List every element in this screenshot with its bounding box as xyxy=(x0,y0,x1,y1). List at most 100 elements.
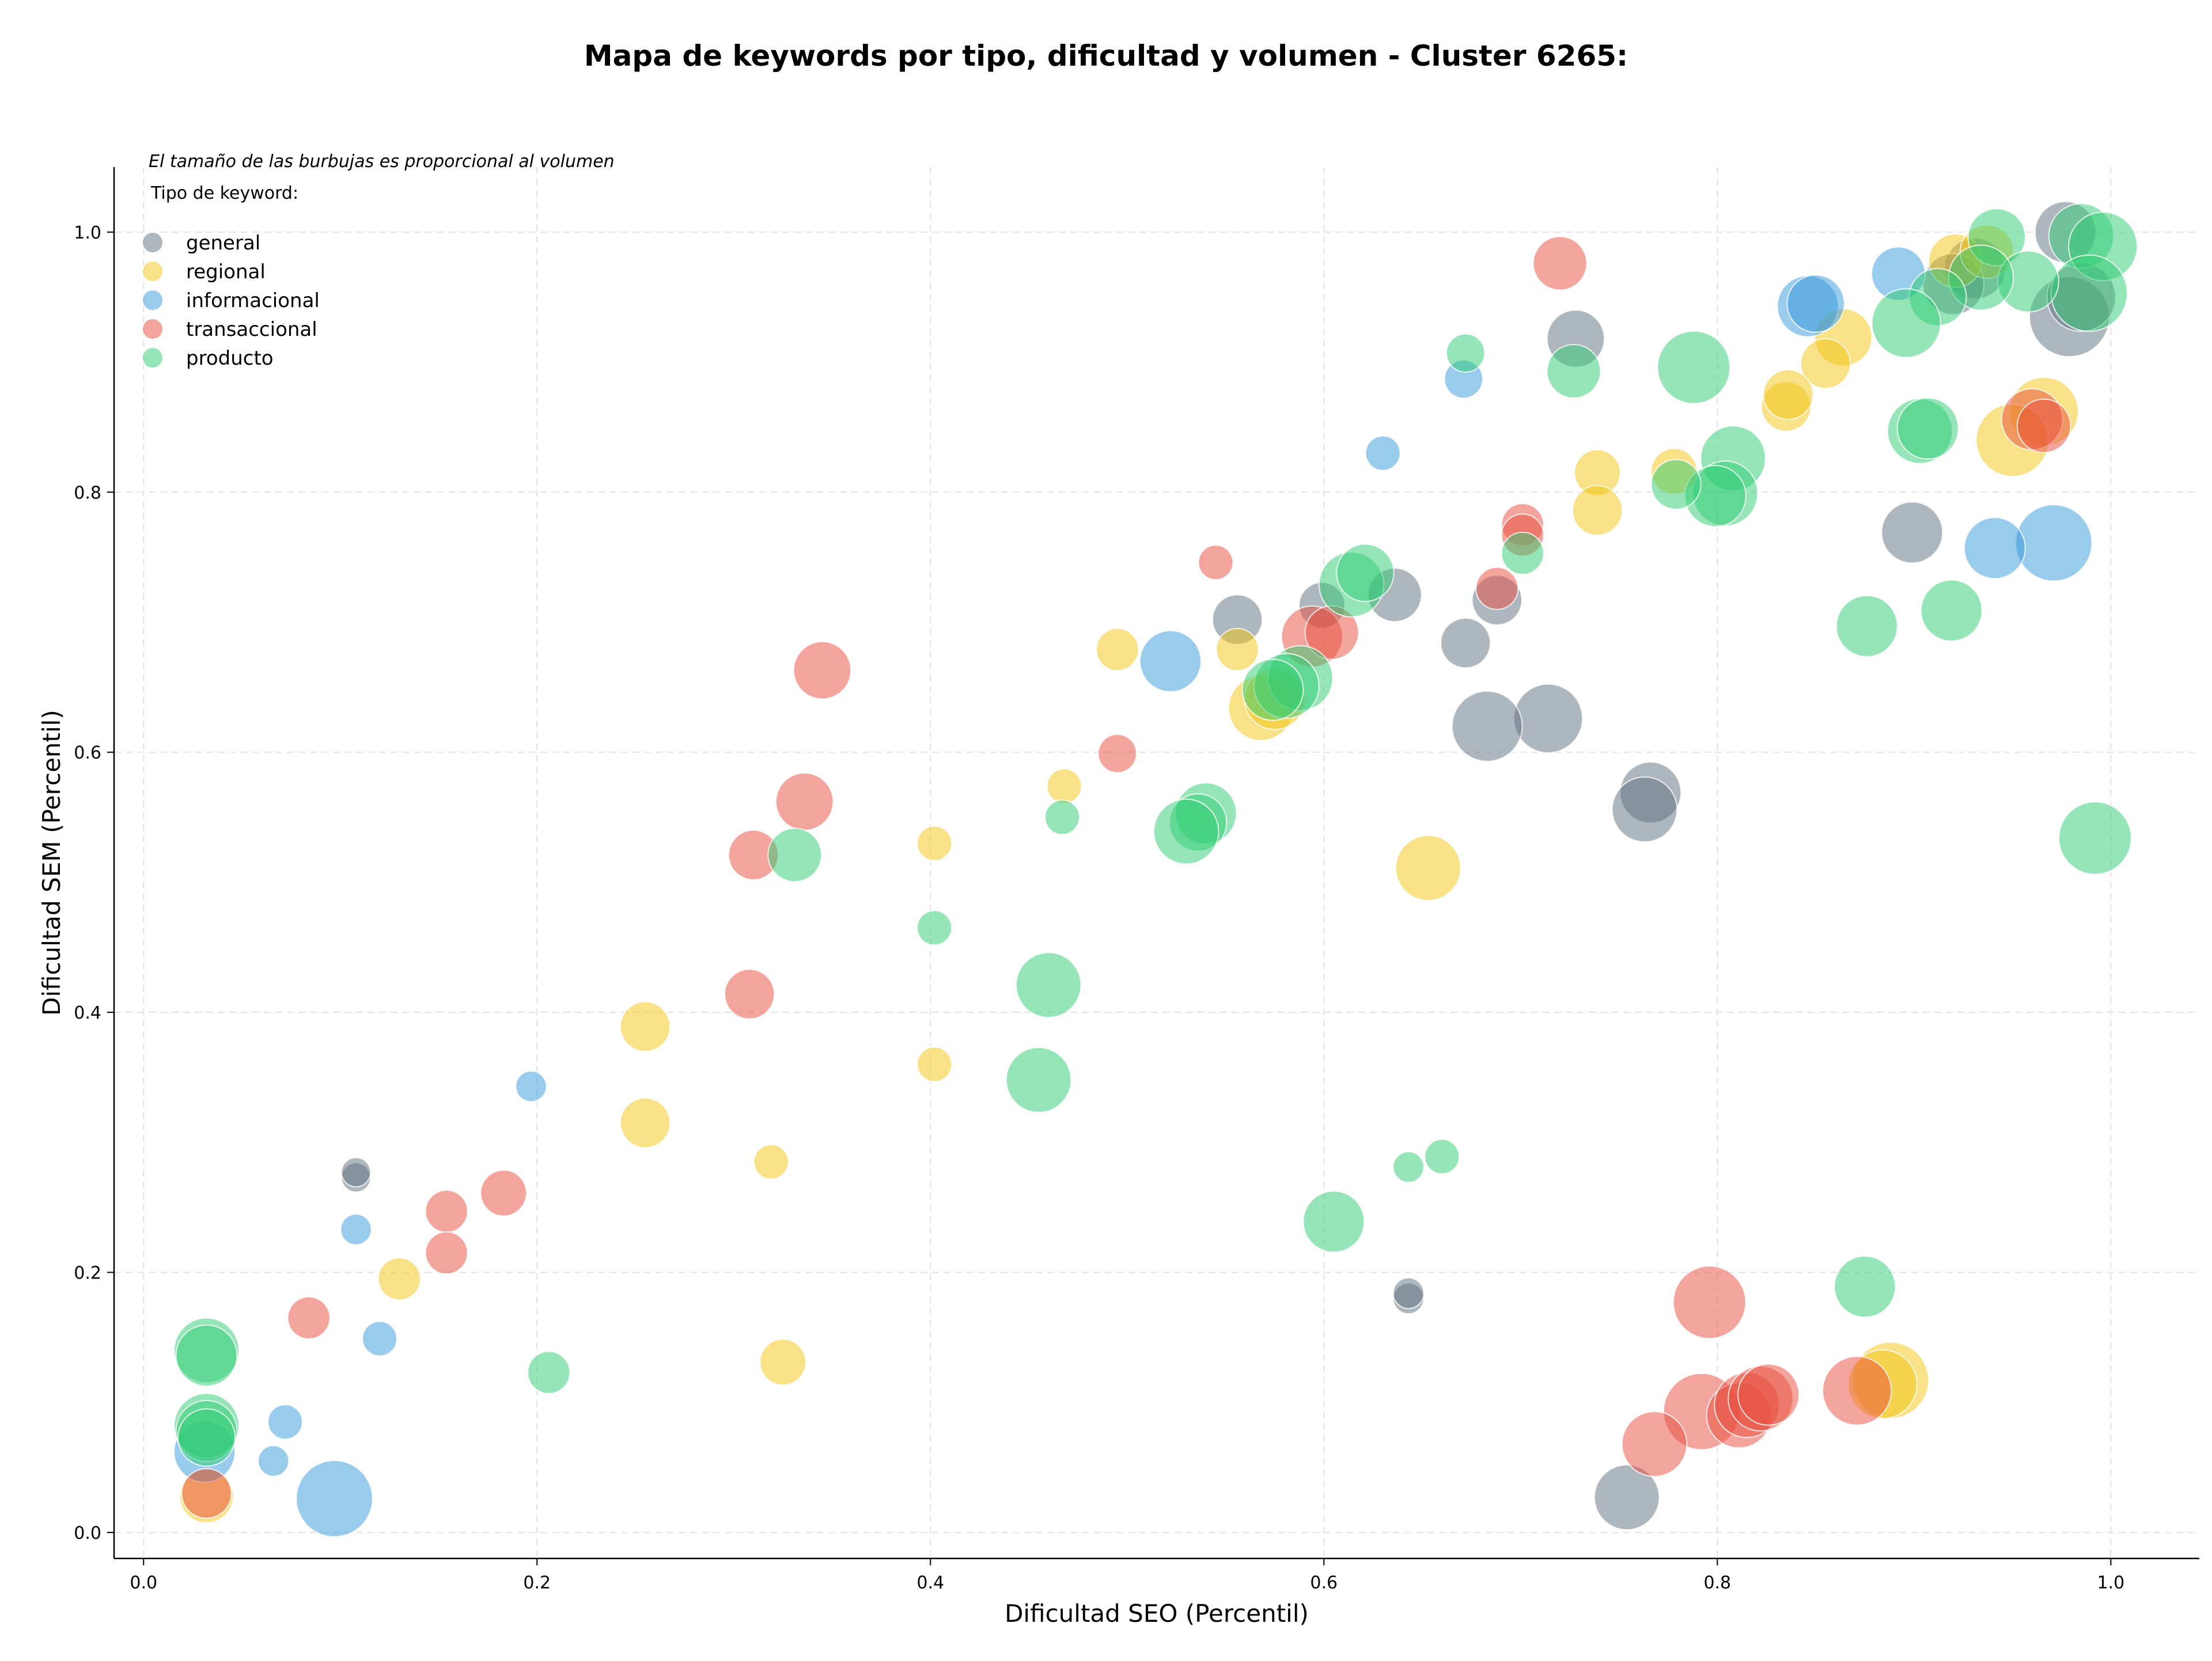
legend-marker-regional xyxy=(142,260,164,282)
bubble-producto xyxy=(1835,595,1898,657)
legend-label-transaccional: transaccional xyxy=(186,318,317,341)
series-regional xyxy=(179,224,2079,1524)
bubble-transaccional xyxy=(480,1169,527,1217)
legend-marker-producto xyxy=(142,347,164,369)
series-general xyxy=(340,200,2116,1531)
bubble-regional xyxy=(1096,627,1139,671)
bubble-transaccional xyxy=(1532,236,1588,291)
y-tick-label: 0.4 xyxy=(74,1003,101,1023)
bubble-informacional xyxy=(257,1445,290,1477)
legend-title: Tipo de keyword: xyxy=(150,183,298,203)
y-tick-label: 0.6 xyxy=(74,743,101,763)
legend-marker-transaccional xyxy=(142,318,164,340)
bubble-regional xyxy=(753,1144,789,1180)
bubble-producto xyxy=(527,1350,571,1394)
bubble-transaccional xyxy=(1737,1363,1800,1426)
bubble-general xyxy=(1451,690,1523,762)
bubble-transaccional xyxy=(181,1468,232,1519)
bubble-producto xyxy=(1336,543,1395,602)
bubble-producto xyxy=(1834,1255,1896,1318)
bubble-transaccional xyxy=(1621,1411,1688,1477)
legend: Tipo de keyword: general regional informac… xyxy=(142,183,320,370)
bubble-regional xyxy=(916,1046,952,1083)
bubble-informacional xyxy=(267,1404,304,1440)
series-producto xyxy=(173,203,2138,1467)
legend-label-general: general xyxy=(186,232,260,255)
x-tick-label: 0.6 xyxy=(1310,1573,1338,1593)
bubble-producto xyxy=(1241,659,1304,721)
x-tick-label: 1.0 xyxy=(2097,1573,2124,1593)
bubble-informacional xyxy=(1365,435,1401,471)
bubble-regional xyxy=(619,1001,671,1052)
bubble-producto xyxy=(1920,579,1983,642)
bubble-producto xyxy=(1546,343,1601,399)
bubble-producto xyxy=(2050,254,2128,332)
bubble-regional xyxy=(1215,627,1259,671)
bubble-producto xyxy=(1445,333,1486,373)
bubble-producto xyxy=(1005,1047,1072,1113)
y-tick-label: 0.0 xyxy=(74,1523,101,1543)
bubble-informacional xyxy=(515,1070,547,1103)
bubble-general xyxy=(1611,776,1678,843)
bubble-regional xyxy=(377,1257,421,1301)
bubble-general xyxy=(1881,501,1944,564)
bubble-producto xyxy=(177,1408,236,1467)
legend-items: general regional informacional transacciona… xyxy=(142,232,320,370)
x-tick-label: 0.2 xyxy=(523,1573,551,1593)
bubble-producto xyxy=(175,1324,238,1387)
bubble-transaccional xyxy=(425,1231,468,1275)
bubble-producto xyxy=(1501,531,1544,575)
bubble-layer xyxy=(173,200,2138,1538)
y-axis-label: Dificultad SEM (Percentil) xyxy=(37,710,66,1016)
bubble-producto xyxy=(1044,799,1080,835)
bubble-transaccional xyxy=(1822,1356,1892,1426)
tick-labels: 0.0 0.2 0.4 0.6 0.8 1.0 0.0 0.2 0.4 0.6 0.8 1.0 xyxy=(74,223,2124,1593)
bubble-transaccional xyxy=(724,968,775,1020)
bubble-transaccional xyxy=(1475,566,1519,610)
legend-label-regional: regional xyxy=(186,260,266,283)
bubble-transaccional xyxy=(775,772,834,831)
bubble-producto xyxy=(767,827,823,883)
legend-label-producto: producto xyxy=(186,347,274,370)
legend-marker-general xyxy=(142,232,164,253)
x-tick-label: 0.4 xyxy=(916,1573,944,1593)
bubble-transaccional xyxy=(2016,398,2071,453)
legend-marker-informacional xyxy=(142,289,164,311)
bubble-informacional xyxy=(296,1459,373,1538)
series-informacional xyxy=(173,246,2093,1538)
x-tick-label: 0.0 xyxy=(130,1573,157,1593)
x-tick-label: 0.8 xyxy=(1703,1573,1731,1593)
bubble-general xyxy=(1440,617,1491,669)
bubble-regional xyxy=(1800,338,1851,389)
bubble-informacional xyxy=(340,1213,372,1246)
bubble-producto xyxy=(2058,801,2132,875)
bubble-informacional xyxy=(362,1321,397,1357)
bubble-transaccional xyxy=(287,1296,331,1340)
bubble-producto xyxy=(916,910,952,946)
legend-label-informacional: informacional xyxy=(186,289,320,312)
bubble-producto xyxy=(1896,397,1959,460)
bubble-general xyxy=(1513,683,1584,754)
bubble-producto xyxy=(1650,459,1702,510)
bubble-transaccional xyxy=(1672,1265,1747,1340)
bubble-producto xyxy=(1015,952,1082,1018)
y-tick-label: 1.0 xyxy=(74,223,101,243)
bubble-general xyxy=(1392,1277,1425,1310)
bubble-producto xyxy=(1424,1138,1460,1175)
bubble-size-note: El tamaño de las burbujas es proporciona… xyxy=(149,152,615,172)
bubble-producto xyxy=(1302,1190,1365,1253)
bubble-regional xyxy=(1763,369,1814,421)
y-tick-label: 0.2 xyxy=(74,1263,101,1283)
grid xyxy=(114,167,2199,1558)
bubble-producto xyxy=(1153,799,1219,865)
bubble-regional xyxy=(1571,485,1623,536)
bubble-informacional xyxy=(1139,630,1202,693)
bubble-regional xyxy=(916,825,952,861)
bubble-regional xyxy=(1395,835,1461,901)
bubble-transaccional xyxy=(425,1189,468,1233)
bubble-transaccional xyxy=(1198,544,1234,581)
bubble-transaccional xyxy=(793,641,852,700)
bubble-informacional xyxy=(2015,504,2093,582)
bubble-regional xyxy=(759,1338,806,1386)
